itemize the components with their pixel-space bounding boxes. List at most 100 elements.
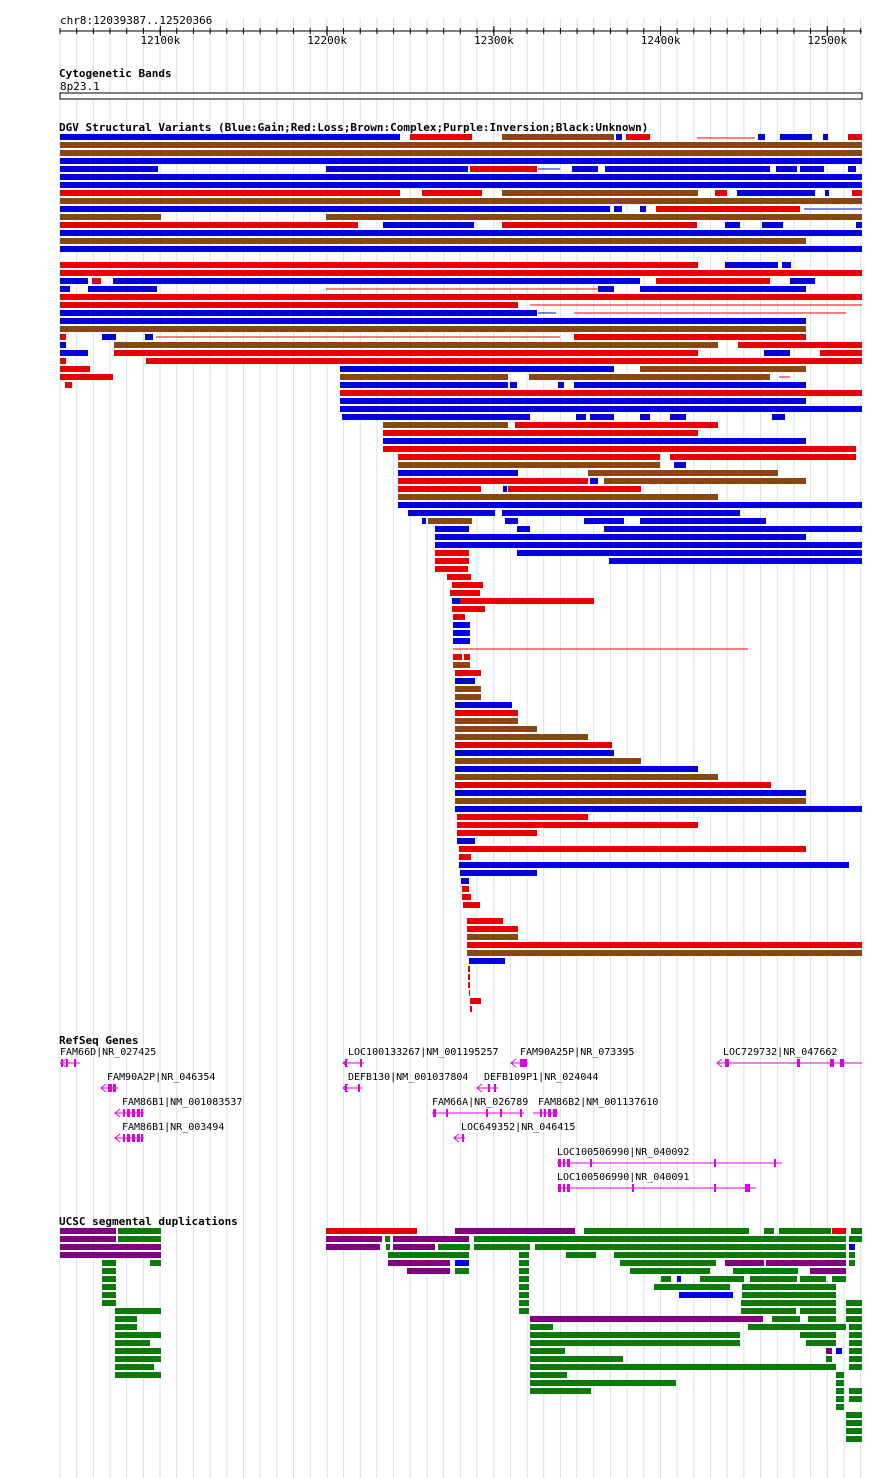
dgv-variant[interactable] <box>60 158 862 164</box>
segdup-feature[interactable] <box>455 1228 575 1234</box>
gene-exon[interactable] <box>714 1159 716 1167</box>
dgv-variant[interactable] <box>455 766 698 772</box>
dgv-variant[interactable] <box>340 366 614 372</box>
dgv-variant[interactable] <box>455 694 481 700</box>
segdup-feature[interactable] <box>388 1252 469 1258</box>
segdup-feature[interactable] <box>519 1252 529 1258</box>
dgv-variant[interactable] <box>469 958 505 964</box>
dgv-variant[interactable] <box>450 590 480 596</box>
dgv-variant[interactable] <box>398 478 588 484</box>
gene-exon[interactable] <box>725 1059 729 1067</box>
segdup-feature[interactable] <box>519 1292 529 1298</box>
gene-exon[interactable] <box>520 1059 527 1067</box>
dgv-variant[interactable] <box>60 278 88 284</box>
segdup-feature[interactable] <box>849 1324 862 1330</box>
dgv-variant[interactable] <box>670 454 856 460</box>
segdup-feature[interactable] <box>614 1252 846 1258</box>
gene-exon[interactable] <box>108 1084 112 1092</box>
segdup-feature[interactable] <box>102 1292 116 1298</box>
gene-exon[interactable] <box>544 1109 546 1117</box>
dgv-variant[interactable] <box>60 286 70 292</box>
dgv-variant[interactable] <box>60 174 862 180</box>
dgv-variant[interactable] <box>145 334 153 340</box>
dgv-variant[interactable] <box>674 462 686 468</box>
dgv-variant[interactable] <box>758 134 765 140</box>
dgv-variant[interactable] <box>60 294 862 300</box>
segdup-feature[interactable] <box>388 1260 450 1266</box>
dgv-variant[interactable] <box>60 374 113 380</box>
segdup-feature[interactable] <box>766 1260 846 1266</box>
dgv-variant[interactable] <box>452 606 485 612</box>
dgv-variant[interactable] <box>529 374 770 380</box>
dgv-variant[interactable] <box>515 422 718 428</box>
dgv-variant[interactable] <box>455 790 806 796</box>
dgv-variant[interactable] <box>614 206 622 212</box>
segdup-feature[interactable] <box>115 1316 137 1322</box>
gene-exon[interactable] <box>486 1109 488 1117</box>
dgv-variant[interactable] <box>670 414 686 420</box>
segdup-feature[interactable] <box>386 1244 390 1250</box>
dgv-variant[interactable] <box>455 678 475 684</box>
segdup-feature[interactable] <box>846 1436 862 1442</box>
dgv-variant[interactable] <box>340 390 862 396</box>
segdup-feature[interactable] <box>846 1316 862 1322</box>
dgv-variant[interactable] <box>462 886 469 892</box>
dgv-variant[interactable] <box>459 862 849 868</box>
segdup-feature[interactable] <box>60 1252 161 1258</box>
gene-exon[interactable] <box>123 1109 125 1117</box>
dgv-variant[interactable] <box>60 310 537 316</box>
gene-features[interactable] <box>60 1058 862 1192</box>
dgv-variant[interactable] <box>60 222 358 228</box>
dgv-variant[interactable] <box>823 134 828 140</box>
segdup-feature[interactable] <box>849 1236 862 1242</box>
dgv-variant[interactable] <box>574 382 806 388</box>
segdup-feature[interactable] <box>846 1428 862 1434</box>
dgv-variant[interactable] <box>464 654 470 660</box>
gene-exon[interactable] <box>446 1109 448 1117</box>
segdup-feature[interactable] <box>60 1244 161 1250</box>
gene-exon[interactable] <box>553 1109 557 1117</box>
dgv-variant[interactable] <box>453 614 465 620</box>
dgv-variant[interactable] <box>502 510 740 516</box>
dgv-variant[interactable] <box>463 902 480 908</box>
dgv-variant[interactable] <box>455 710 518 716</box>
segdup-feature[interactable] <box>60 1228 116 1234</box>
segdup-feature[interactable] <box>800 1308 836 1314</box>
dgv-variant[interactable] <box>470 998 481 1004</box>
dgv-variant[interactable] <box>60 262 698 268</box>
dgv-variant[interactable] <box>576 414 586 420</box>
dgv-variant[interactable] <box>459 854 471 860</box>
dgv-variant[interactable] <box>340 406 862 412</box>
gene-exon[interactable] <box>548 1109 551 1117</box>
dgv-variant[interactable] <box>60 214 161 220</box>
dgv-variant[interactable] <box>776 166 797 172</box>
dgv-variant[interactable] <box>398 502 862 508</box>
dgv-variant[interactable] <box>455 806 862 812</box>
dgv-variant[interactable] <box>408 510 495 516</box>
dgv-variant[interactable] <box>459 846 806 852</box>
dgv-variant[interactable] <box>820 350 862 356</box>
gene-exon[interactable] <box>567 1159 570 1167</box>
segdup-feature[interactable] <box>150 1260 161 1266</box>
dgv-variant[interactable] <box>598 286 614 292</box>
dgv-variant[interactable] <box>422 518 426 524</box>
dgv-variant[interactable] <box>558 382 564 388</box>
dgv-variant[interactable] <box>435 550 469 556</box>
dgv-variant[interactable] <box>590 478 598 484</box>
segdup-feature[interactable] <box>393 1244 435 1250</box>
segdup-feature[interactable] <box>115 1332 161 1338</box>
dgv-variant[interactable] <box>146 358 862 364</box>
segdup-feature[interactable] <box>102 1284 116 1290</box>
segdup-feature[interactable] <box>700 1276 744 1282</box>
dgv-variant[interactable] <box>616 134 622 140</box>
dgv-variant[interactable] <box>453 662 470 668</box>
dgv-variant[interactable] <box>422 190 482 196</box>
segdup-feature[interactable] <box>832 1228 846 1234</box>
dgv-variant[interactable] <box>457 814 588 820</box>
segdup-feature[interactable] <box>60 1236 116 1242</box>
segdup-feature[interactable] <box>326 1236 382 1242</box>
dgv-variant[interactable] <box>60 198 862 204</box>
dgv-variant[interactable] <box>725 222 740 228</box>
segdup-feature[interactable] <box>438 1244 470 1250</box>
dgv-variant[interactable] <box>572 166 598 172</box>
